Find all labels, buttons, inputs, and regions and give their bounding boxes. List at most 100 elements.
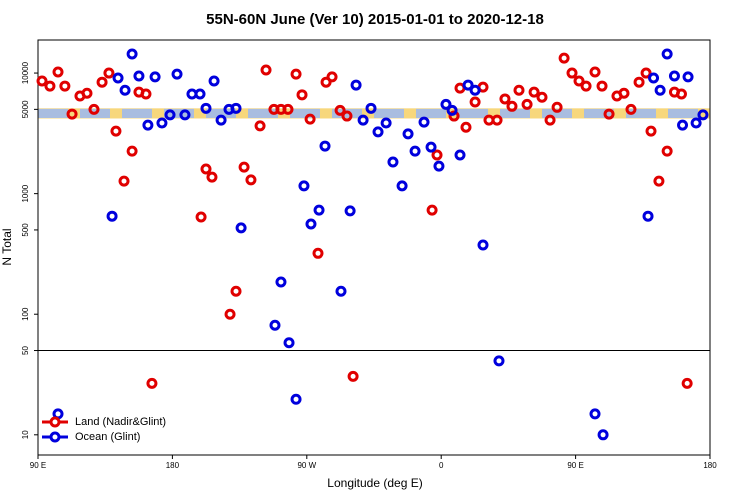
data-point xyxy=(269,319,281,331)
data-point xyxy=(597,429,609,441)
data-point xyxy=(491,114,503,126)
data-point xyxy=(146,377,158,389)
data-point xyxy=(633,76,645,88)
data-point xyxy=(642,210,654,222)
data-point xyxy=(697,109,709,121)
data-point xyxy=(208,75,220,87)
data-point xyxy=(433,160,445,172)
chart-title: 55N-60N June (Ver 10) 2015-01-01 to 2020… xyxy=(206,11,544,28)
data-point xyxy=(59,80,71,92)
data-point xyxy=(365,102,377,114)
data-point xyxy=(477,239,489,251)
x-tick-label: 90 E xyxy=(567,461,583,470)
data-point xyxy=(589,408,601,420)
legend-label: Land (Nadir&Glint) xyxy=(75,416,166,428)
data-point xyxy=(149,71,161,83)
data-point xyxy=(326,71,338,83)
data-point xyxy=(81,87,93,99)
data-point xyxy=(661,145,673,157)
data-point xyxy=(462,79,474,91)
data-point xyxy=(200,163,212,175)
data-point xyxy=(52,66,64,78)
data-point xyxy=(195,211,207,223)
data-point xyxy=(313,204,325,216)
data-point xyxy=(448,110,460,122)
data-point xyxy=(469,96,481,108)
data-point xyxy=(215,114,227,126)
y-tick-label: 100 xyxy=(21,307,30,321)
data-point xyxy=(118,175,130,187)
data-point xyxy=(106,210,118,222)
data-point xyxy=(521,98,533,110)
data-point xyxy=(460,121,472,133)
x-tick-label: 180 xyxy=(703,461,717,470)
data-point xyxy=(596,80,608,92)
data-point xyxy=(305,218,317,230)
data-point xyxy=(625,103,637,115)
data-point xyxy=(675,88,687,100)
data-point xyxy=(618,87,630,99)
data-point xyxy=(103,67,115,79)
data-point xyxy=(499,93,511,105)
data-point xyxy=(544,114,556,126)
data-point xyxy=(245,174,257,186)
data-point xyxy=(469,84,481,96)
data-point xyxy=(296,89,308,101)
data-point xyxy=(290,393,302,405)
data-point xyxy=(347,370,359,382)
data-point xyxy=(513,84,525,96)
data-point xyxy=(431,149,443,161)
data-point xyxy=(282,103,294,115)
data-point xyxy=(603,108,615,120)
data-point xyxy=(230,285,242,297)
data-point xyxy=(566,67,578,79)
data-point xyxy=(171,68,183,80)
data-point xyxy=(334,104,346,116)
data-point xyxy=(536,91,548,103)
y-tick-label: 10000 xyxy=(21,61,30,84)
data-point xyxy=(528,86,540,98)
data-point xyxy=(119,84,131,96)
data-point xyxy=(320,76,332,88)
data-point xyxy=(344,205,356,217)
x-tick-label: 0 xyxy=(439,461,444,470)
legend-marker xyxy=(49,431,61,443)
data-point xyxy=(396,180,408,192)
data-point xyxy=(440,98,452,110)
data-point xyxy=(238,161,250,173)
data-point xyxy=(142,119,154,131)
data-point xyxy=(206,171,218,183)
plot-frame xyxy=(37,39,711,456)
data-point xyxy=(690,117,702,129)
data-point xyxy=(640,67,652,79)
data-point xyxy=(341,110,353,122)
x-tick-label: 90 E xyxy=(30,461,46,470)
data-point xyxy=(96,76,108,88)
data-point xyxy=(66,108,78,120)
data-point xyxy=(648,72,660,84)
data-point xyxy=(589,66,601,78)
data-point xyxy=(283,337,295,349)
data-point xyxy=(194,88,206,100)
data-point xyxy=(112,72,124,84)
data-point xyxy=(677,119,689,131)
data-point xyxy=(156,117,168,129)
data-point xyxy=(380,117,392,129)
data-point xyxy=(254,120,266,132)
data-point xyxy=(387,156,399,168)
y-tick-label: 50 xyxy=(21,346,30,355)
x-axis-label: Longitude (deg E) xyxy=(327,476,422,490)
y-tick-label: 10 xyxy=(21,430,30,439)
data-point xyxy=(312,247,324,259)
data-point xyxy=(446,104,458,116)
data-point xyxy=(140,88,152,100)
data-point xyxy=(319,140,331,152)
data-point xyxy=(133,70,145,82)
data-point xyxy=(230,102,242,114)
data-point xyxy=(179,109,191,121)
y-tick-label: 5000 xyxy=(21,100,30,118)
data-point xyxy=(335,285,347,297)
data-point xyxy=(304,113,316,125)
legend-marker xyxy=(49,416,61,428)
